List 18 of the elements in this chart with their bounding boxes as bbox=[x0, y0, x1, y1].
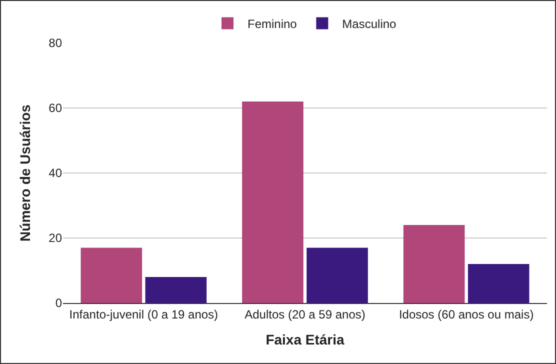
y-tick-label: 60 bbox=[48, 101, 62, 116]
x-axis-title: Faixa Etária bbox=[266, 332, 345, 348]
x-tick-label: Idosos (60 anos ou mais) bbox=[398, 307, 534, 322]
y-tick-label: 20 bbox=[48, 231, 62, 246]
x-tick-label: Infanto-juvenil (0 a 19 anos) bbox=[69, 307, 218, 322]
bar bbox=[306, 248, 368, 303]
bar bbox=[80, 248, 142, 303]
legend-label: Feminino bbox=[248, 16, 298, 31]
bar bbox=[468, 264, 530, 303]
bar bbox=[403, 225, 465, 303]
bar bbox=[145, 277, 207, 303]
legend-label: Masculino bbox=[342, 16, 397, 31]
y-tick-label: 0 bbox=[55, 296, 62, 310]
bar bbox=[242, 102, 304, 303]
y-axis-title: Número de Usuários bbox=[17, 104, 34, 242]
y-tick-label: 40 bbox=[48, 166, 62, 180]
x-tick-label: Adultos (20 a 59 anos) bbox=[244, 307, 366, 322]
y-tick-label: 80 bbox=[48, 36, 62, 50]
